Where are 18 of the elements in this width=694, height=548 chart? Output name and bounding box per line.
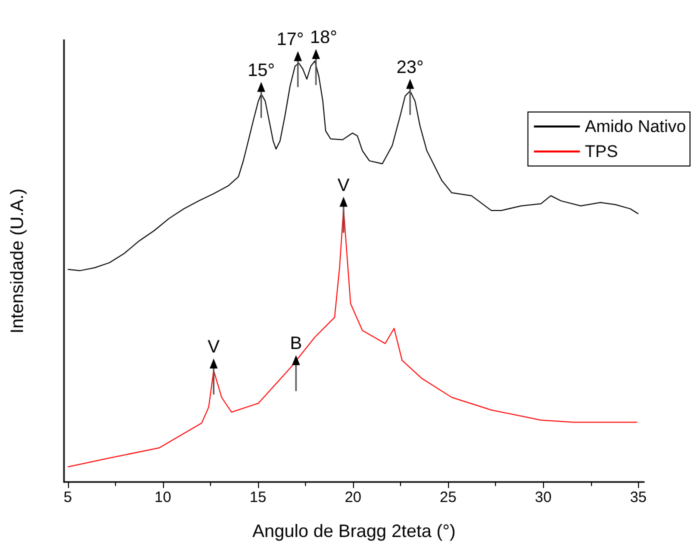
x-tick-label: 15 xyxy=(250,489,266,506)
annotation: 15° xyxy=(248,60,275,80)
x-tick-label: 20 xyxy=(344,489,362,506)
x-tick-label: 30 xyxy=(534,489,552,506)
annotation: V xyxy=(338,174,350,195)
annotation: 18° xyxy=(310,27,338,48)
annotation: 23° xyxy=(396,56,424,77)
x-tick-label: 10 xyxy=(154,489,172,506)
x-tick-label: 5 xyxy=(64,489,72,506)
legend-label: Amido Nativo xyxy=(584,117,686,136)
annotation: 17° xyxy=(276,29,304,50)
x-axis-title: Angulo de Bragg 2teta (°) xyxy=(252,521,456,541)
y-axis-title: Intensidade (U.A.) xyxy=(7,188,27,334)
x-tick-label: 25 xyxy=(440,489,456,506)
x-tick-label: 35 xyxy=(630,489,647,506)
legend-label: TPS xyxy=(584,142,618,161)
annotation: B xyxy=(290,333,302,354)
annotation: V xyxy=(208,336,220,356)
